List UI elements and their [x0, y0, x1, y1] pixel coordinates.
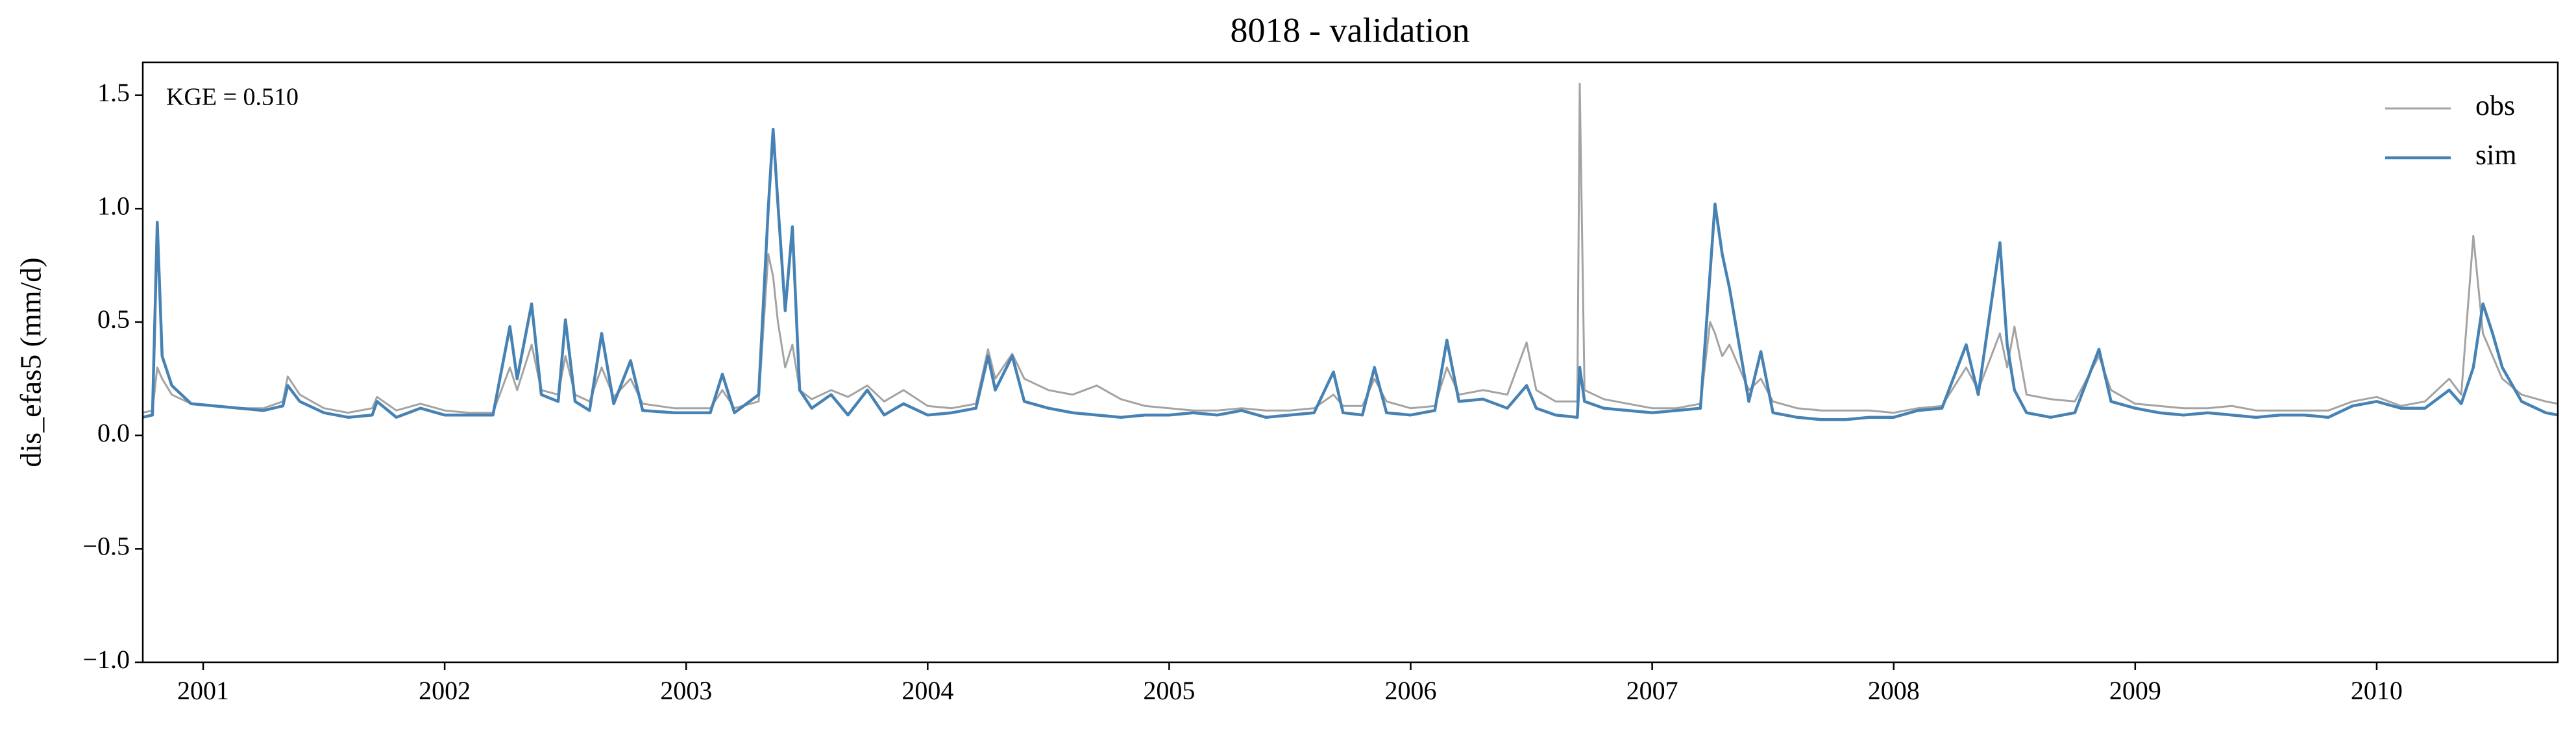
x-tick-label: 2001: [177, 676, 229, 705]
x-tick-label: 2002: [419, 676, 471, 705]
y-tick-label: −0.5: [82, 532, 130, 561]
annotation: KGE = 0.510: [166, 84, 299, 111]
chart-title: 8018 - validation: [1231, 10, 1470, 49]
x-tick-label: 2009: [2109, 676, 2161, 705]
y-axis-label: dis_efas5 (mm/d): [14, 257, 47, 467]
series-line: [142, 127, 2558, 421]
y-tick-label: 0.5: [97, 305, 130, 334]
x-tick-label: 2007: [1626, 676, 1678, 705]
x-tick-label: 2006: [1385, 676, 1437, 705]
plot-frame: [141, 61, 2559, 664]
y-tick-label: 1.5: [97, 78, 130, 107]
y-tick-label: −1.0: [82, 645, 130, 674]
x-tick-label: 2010: [2351, 676, 2403, 705]
x-tick-label: 2004: [902, 676, 953, 705]
x-tick-label: 2008: [1868, 676, 1920, 705]
x-tick-label: 2003: [660, 676, 712, 705]
x-tick-label: 2005: [1143, 676, 1195, 705]
series-line: [142, 82, 2558, 414]
legend-label: sim: [2475, 139, 2517, 171]
y-tick-label: 1.0: [97, 191, 130, 220]
y-tick-label: 0.0: [97, 418, 130, 447]
legend-label: obs: [2475, 90, 2515, 121]
